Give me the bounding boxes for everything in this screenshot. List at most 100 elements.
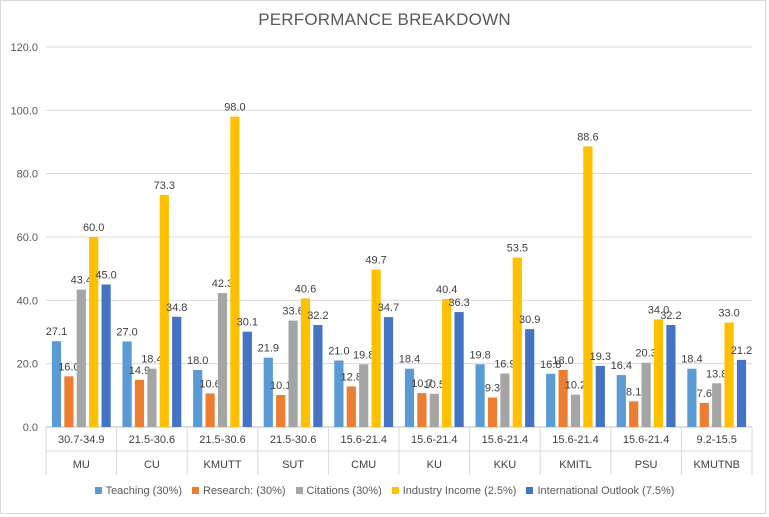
bar [276, 395, 286, 427]
bar [101, 284, 111, 427]
category-range-label: 15.6-21.4 [552, 434, 598, 446]
bar-value-label: 36.3 [448, 297, 469, 309]
bar-value-label: 18.0 [552, 355, 573, 367]
bar-value-label: 7.6 [697, 388, 712, 400]
bar [89, 237, 99, 427]
bar-value-label: 30.9 [519, 314, 540, 326]
bar [205, 393, 215, 427]
category-name-label: KMUTNB [693, 459, 739, 471]
bar [417, 393, 427, 427]
legend-item: Citations (30%) [295, 485, 382, 497]
y-tick-label: 20.0 [17, 359, 38, 371]
bar-value-label: 40.6 [295, 283, 316, 295]
bar-value-label: 10.6 [199, 378, 220, 390]
bar [242, 331, 252, 427]
bar-value-label: 34.0 [648, 304, 669, 316]
category-range-label: 21.5-30.6 [270, 434, 316, 446]
bar [546, 373, 556, 427]
category-range-label: 21.5-30.6 [129, 434, 175, 446]
bar [51, 341, 62, 427]
bar-value-label: 49.7 [365, 255, 386, 267]
bar [641, 362, 651, 427]
bar-value-label: 9.3 [485, 383, 500, 395]
bar-value-label: 20.3 [635, 348, 656, 360]
legend-swatch [192, 487, 199, 494]
bar-value-label: 21.0 [328, 346, 349, 358]
bar [172, 316, 182, 427]
y-tick-label: 120.0 [10, 42, 38, 54]
bar-value-label: 33.0 [718, 308, 739, 320]
bar [230, 116, 240, 428]
legend-item: Research: (30%) [192, 485, 286, 497]
bar [487, 397, 498, 427]
bar [404, 368, 415, 427]
bar [383, 317, 394, 427]
category-range-label: 15.6-21.4 [482, 434, 528, 446]
bar [616, 375, 626, 427]
bar [666, 325, 676, 427]
bar-value-label: 19.3 [590, 351, 611, 363]
bar [147, 368, 157, 427]
bar-value-label: 18.4 [141, 354, 162, 366]
bar-value-label: 10.1 [270, 380, 291, 392]
category-name-label: MU [73, 459, 90, 471]
legend-swatch [94, 487, 102, 494]
bar-value-label: 10.7 [411, 378, 432, 390]
bar [570, 394, 581, 427]
bar-value-label: 33.6 [282, 306, 303, 318]
bar [217, 293, 228, 427]
bar-value-label: 34.8 [166, 302, 187, 314]
bar-value-label: 13.8 [706, 368, 727, 380]
bar [359, 364, 369, 427]
bar [300, 298, 311, 427]
legend-item: Industry Income (2.5%) [391, 485, 517, 497]
bar [699, 402, 709, 427]
legend-swatch [295, 487, 303, 494]
bar-value-label: 19.8 [353, 349, 374, 361]
chart-title: PERFORMANCE BREAKDOWN [258, 10, 511, 29]
category-name-label: CMU [351, 459, 376, 471]
y-tick-label: 60.0 [17, 232, 38, 244]
bar-value-label: 16.4 [611, 360, 632, 372]
bar-value-label: 18.4 [681, 354, 702, 366]
bar [629, 401, 639, 427]
bar-value-label: 10.5 [424, 379, 445, 391]
category-range-label: 30.7-34.9 [58, 434, 104, 446]
bar [736, 359, 747, 427]
bar-value-label: 60.0 [83, 222, 104, 234]
bar [583, 146, 593, 427]
bar [454, 312, 464, 427]
bar [525, 329, 535, 427]
bar [724, 322, 734, 427]
category-name-label: KMITL [559, 459, 591, 471]
category-range-label: 15.6-21.4 [411, 434, 457, 446]
bar [288, 320, 298, 427]
bar [159, 194, 169, 427]
bar [64, 376, 74, 427]
bar [134, 379, 145, 427]
bar-value-label: 73.3 [154, 180, 175, 192]
bar [475, 364, 485, 427]
bar [346, 386, 356, 427]
bar-value-label: 98.0 [224, 102, 245, 114]
y-tick-label: 100.0 [10, 105, 38, 117]
category-range-label: 9.2-15.5 [697, 434, 737, 446]
chart-legend: Teaching (30%) Research: (30%) Citations (… [0, 485, 769, 497]
bar-value-label: 10.2 [565, 380, 586, 392]
legend-label: Industry Income (2.5%) [402, 485, 517, 497]
bar [334, 360, 344, 427]
bar [712, 383, 722, 427]
bar-value-label: 32.2 [307, 310, 328, 322]
bar [595, 365, 605, 427]
bar-value-label: 43.4 [71, 275, 92, 287]
category-name-label: CU [144, 459, 160, 471]
bar-value-label: 12.8 [341, 371, 362, 383]
legend-swatch [391, 487, 399, 494]
bar-value-label: 40.4 [436, 284, 457, 296]
legend-label: Research: (30%) [203, 485, 286, 497]
bar-value-label: 32.2 [660, 310, 681, 322]
bar-value-label: 34.7 [378, 302, 399, 314]
bar-value-label: 21.2 [731, 345, 752, 357]
category-range-label: 21.5-30.6 [199, 434, 245, 446]
